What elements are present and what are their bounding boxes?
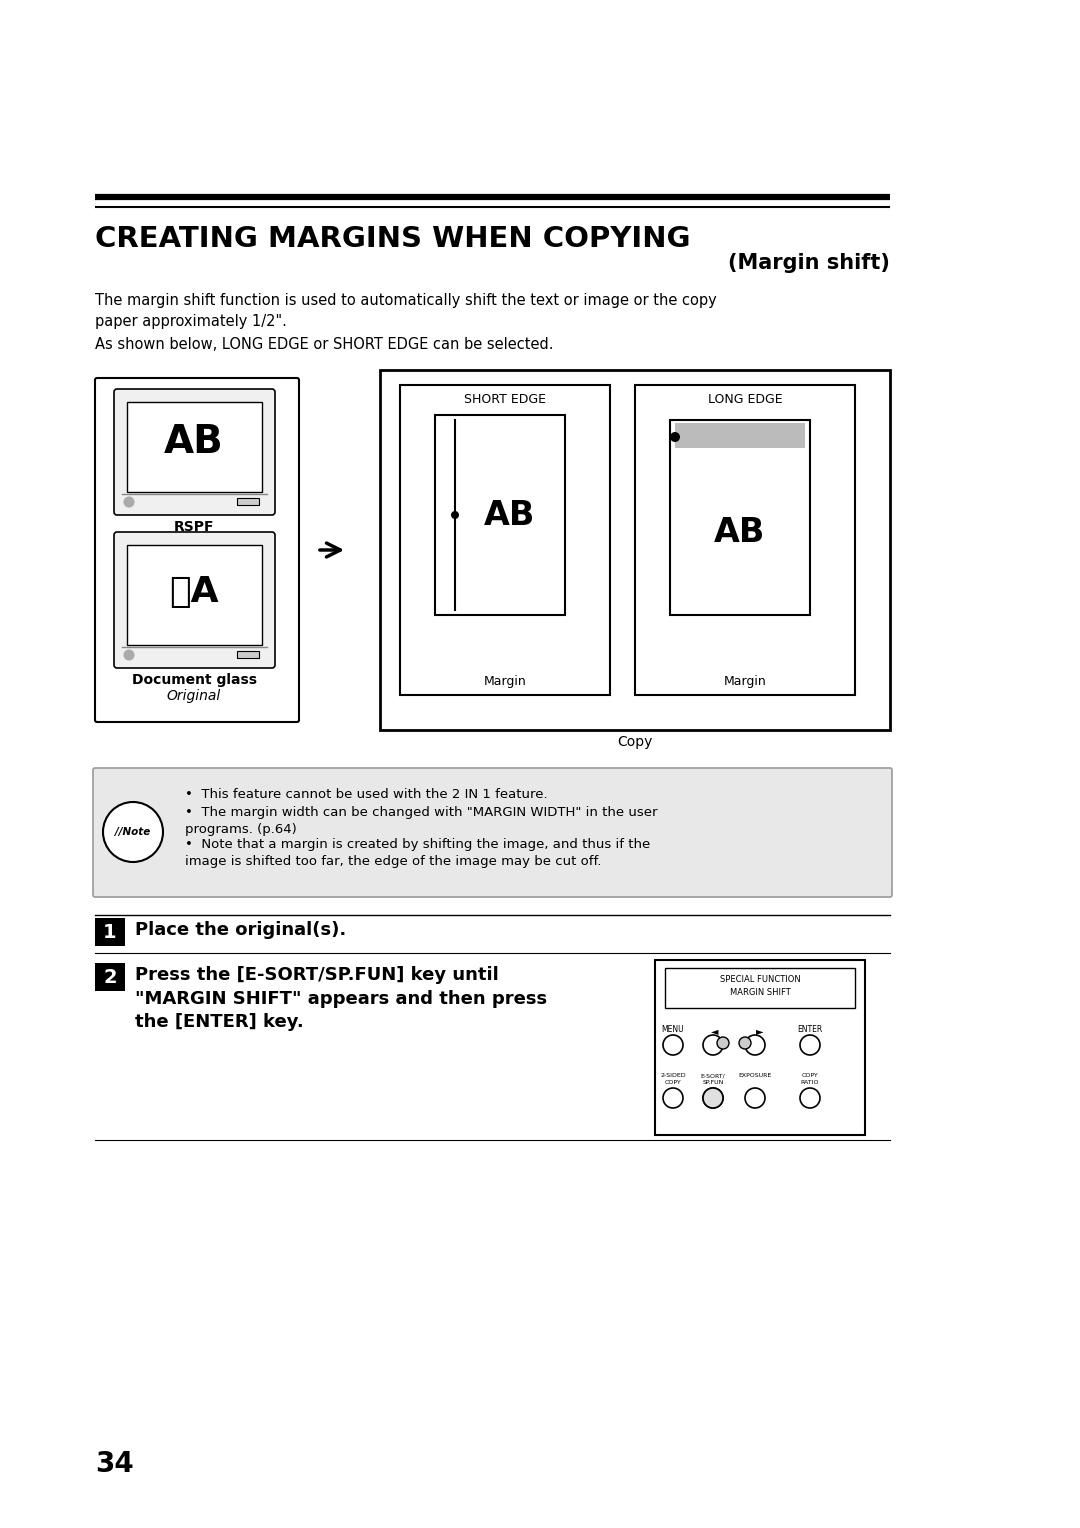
Circle shape: [124, 649, 134, 660]
Text: •  Note that a margin is created by shifting the image, and thus if the
image is: • Note that a margin is created by shift…: [185, 837, 650, 868]
Circle shape: [745, 1088, 765, 1108]
Text: RSPF: RSPF: [174, 520, 214, 533]
Bar: [665, 969, 855, 1008]
Text: 1: 1: [104, 923, 117, 941]
Text: ►: ►: [756, 1025, 764, 1036]
Text: (Margin shift): (Margin shift): [728, 254, 890, 274]
Text: •  The margin width can be changed with "MARGIN WIDTH" in the user
programs. (p.: • The margin width can be changed with "…: [185, 805, 658, 836]
Circle shape: [800, 1034, 820, 1054]
Text: LONG EDGE: LONG EDGE: [707, 393, 782, 406]
FancyBboxPatch shape: [93, 769, 892, 897]
Circle shape: [800, 1088, 820, 1108]
Text: E-SORT/: E-SORT/: [701, 1073, 726, 1077]
Circle shape: [703, 1088, 723, 1108]
Circle shape: [703, 1088, 723, 1108]
Text: SHORT EDGE: SHORT EDGE: [464, 393, 546, 406]
Bar: [95, 963, 125, 992]
Text: Document glass: Document glass: [132, 672, 257, 688]
Text: ◄: ◄: [712, 1025, 719, 1036]
Text: The margin shift function is used to automatically shift the text or image or th: The margin shift function is used to aut…: [95, 293, 717, 329]
FancyBboxPatch shape: [114, 390, 275, 515]
Bar: [237, 498, 259, 504]
Bar: [95, 918, 125, 946]
Circle shape: [663, 1034, 683, 1054]
Bar: [670, 420, 810, 614]
Bar: [654, 960, 865, 1135]
Circle shape: [103, 802, 163, 862]
Circle shape: [124, 497, 134, 507]
Text: MARGIN SHIFT: MARGIN SHIFT: [730, 989, 791, 996]
Text: RATIO: RATIO: [800, 1080, 820, 1085]
Text: COPY: COPY: [664, 1080, 681, 1085]
Text: •  This feature cannot be used with the 2 IN 1 feature.: • This feature cannot be used with the 2…: [185, 788, 548, 801]
FancyBboxPatch shape: [114, 532, 275, 668]
Bar: [635, 385, 855, 695]
Text: Margin: Margin: [724, 675, 767, 688]
Bar: [675, 423, 805, 448]
Text: Original: Original: [167, 689, 221, 703]
Circle shape: [717, 1038, 729, 1050]
Text: MENU: MENU: [662, 1025, 685, 1034]
Text: As shown below, LONG EDGE or SHORT EDGE can be selected.: As shown below, LONG EDGE or SHORT EDGE …: [95, 338, 554, 351]
FancyBboxPatch shape: [95, 377, 299, 723]
Text: COPY: COPY: [801, 1073, 819, 1077]
Circle shape: [703, 1034, 723, 1054]
Circle shape: [745, 1034, 765, 1054]
Text: Place the original(s).: Place the original(s).: [135, 921, 347, 940]
Text: SP.FUN: SP.FUN: [702, 1080, 724, 1085]
Text: 2: 2: [104, 967, 117, 987]
Text: Press the [E-SORT/SP.FUN] key until
"MARGIN SHIFT" appears and then press
the [E: Press the [E-SORT/SP.FUN] key until "MAR…: [135, 966, 548, 1031]
Text: 2-SIDED: 2-SIDED: [660, 1073, 686, 1077]
Circle shape: [451, 510, 459, 520]
Text: ᗺA: ᗺA: [170, 575, 219, 610]
Text: ENTER: ENTER: [797, 1025, 823, 1034]
Text: AB: AB: [714, 515, 766, 549]
Text: SPECIAL FUNCTION: SPECIAL FUNCTION: [719, 975, 800, 984]
Text: AB: AB: [484, 498, 536, 532]
Circle shape: [739, 1038, 751, 1050]
Bar: [127, 545, 262, 645]
Text: 34: 34: [95, 1450, 134, 1478]
Bar: [435, 416, 565, 614]
Text: CREATING MARGINS WHEN COPYING: CREATING MARGINS WHEN COPYING: [95, 225, 690, 254]
Text: EXPOSURE: EXPOSURE: [739, 1073, 771, 1077]
Bar: [127, 402, 262, 492]
Text: AB: AB: [164, 423, 224, 461]
Bar: [237, 651, 259, 659]
Circle shape: [663, 1088, 683, 1108]
Text: Copy: Copy: [618, 735, 652, 749]
Bar: [400, 385, 610, 695]
Text: Margin: Margin: [484, 675, 526, 688]
Text: //Note: //Note: [116, 827, 150, 837]
Circle shape: [670, 432, 680, 442]
Bar: [380, 370, 890, 730]
